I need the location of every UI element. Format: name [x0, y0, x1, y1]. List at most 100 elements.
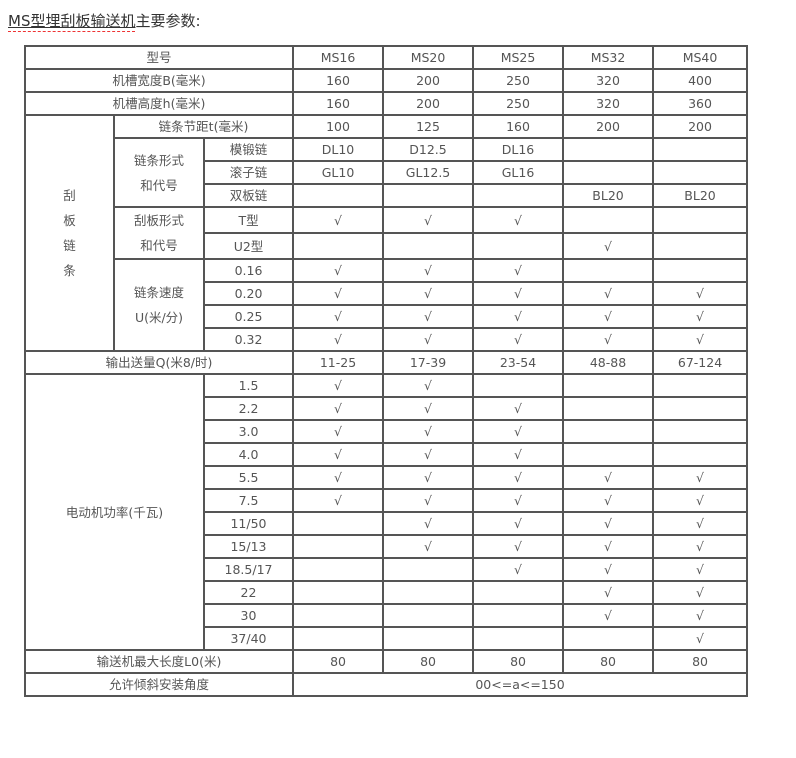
check-mark-cell: √ — [382, 281, 475, 306]
table-cell: 23-54 — [472, 350, 565, 375]
table-cell: BL20 — [562, 183, 655, 208]
table-cell: U2型 — [202, 232, 295, 260]
table-cell — [652, 206, 749, 234]
table-row: 3.0 √ √ √ — [25, 419, 749, 444]
table-cell: 11-25 — [292, 350, 385, 375]
check-mark-cell: √ — [472, 327, 565, 352]
check-mark-cell: √ — [562, 327, 655, 352]
table-cell: 67-124 — [652, 350, 749, 375]
table-cell: D12.5 — [382, 137, 475, 162]
table-cell: 250 — [472, 91, 565, 116]
table-cell: 22 — [202, 580, 295, 605]
check-mark-cell: √ — [382, 327, 475, 352]
check-mark-cell: √ — [472, 281, 565, 306]
table-cell — [562, 160, 655, 185]
table-cell — [382, 603, 475, 628]
check-mark-cell: √ — [472, 396, 565, 421]
check-mark-cell: √ — [562, 465, 655, 490]
check-mark-cell: √ — [562, 511, 655, 536]
check-mark-cell: √ — [472, 511, 565, 536]
table-cell — [562, 419, 655, 444]
check-mark-cell: √ — [382, 534, 475, 559]
table-cell — [382, 626, 475, 651]
table-row: 37/40 √ — [25, 626, 749, 651]
table-cell — [472, 373, 565, 398]
check-mark-cell: √ — [472, 258, 565, 283]
table-row: 15/13 √ √ √ √ — [25, 534, 749, 559]
check-mark-cell: √ — [382, 488, 475, 513]
check-mark-cell: √ — [472, 557, 565, 582]
table-cell — [652, 160, 749, 185]
table-row: 18.5/17 √ √ √ — [25, 557, 749, 582]
table-cell — [292, 511, 385, 536]
table-cell — [472, 603, 565, 628]
check-mark-cell: √ — [652, 603, 749, 628]
check-mark-cell: √ — [292, 396, 385, 421]
row-header-cell: 刮 板 链 条 — [24, 114, 115, 352]
table-cell: 200 — [562, 114, 655, 139]
table-cell — [382, 557, 475, 582]
table-cell — [562, 396, 655, 421]
check-mark-cell: √ — [382, 304, 475, 329]
check-mark-cell: √ — [562, 488, 655, 513]
table-row: 7.5 √ √ √ √ √ — [25, 488, 749, 513]
check-mark-cell: √ — [292, 281, 385, 306]
table-row: 0.20 √ √ √ √ √ — [25, 281, 749, 306]
table-cell — [292, 232, 385, 260]
table-cell: 80 — [472, 649, 565, 674]
table-cell: 80 — [292, 649, 385, 674]
check-mark-cell: √ — [652, 327, 749, 352]
table-cell: 18.5/17 — [202, 557, 295, 582]
table-cell — [292, 603, 385, 628]
table-row: 5.5 √ √ √ √ √ — [25, 465, 749, 490]
table-cell — [562, 137, 655, 162]
table-cell: 3.0 — [202, 419, 295, 444]
row-header-cell: 输出送量Q(米8/时) — [23, 350, 295, 375]
table-cell: GL10 — [292, 160, 385, 185]
table-cell: 48-88 — [562, 350, 655, 375]
check-mark-cell: √ — [472, 534, 565, 559]
table-row: 刮 板 链 条链条节距t(毫米) 100 125 160 200 200 — [24, 114, 749, 352]
check-mark-cell: √ — [472, 488, 565, 513]
check-mark-cell: √ — [292, 442, 385, 467]
table-cell: 1.5 — [202, 373, 295, 398]
table-row: 滚子链 GL10 GL12.5 GL16 — [25, 160, 749, 185]
table-cell: 160 — [292, 91, 385, 116]
table-row: 链条速度 U(米/分) 0.16 √ √ √ — [25, 258, 749, 352]
table-cell: 0.16 — [202, 258, 295, 283]
table-cell: 双板链 — [202, 183, 295, 208]
table-cell — [652, 442, 749, 467]
check-mark-cell: √ — [292, 206, 385, 234]
table-cell: 250 — [472, 68, 565, 93]
table-cell — [382, 580, 475, 605]
check-mark-cell: √ — [292, 419, 385, 444]
table-cell — [652, 258, 749, 283]
table-cell — [382, 232, 475, 260]
table-cell: MS25 — [472, 45, 565, 70]
table-cell — [472, 232, 565, 260]
table-cell — [652, 373, 749, 398]
row-header-cell: 型号 — [23, 45, 295, 70]
check-mark-cell: √ — [562, 232, 655, 260]
table-cell: 7.5 — [202, 488, 295, 513]
table-cell: MS20 — [382, 45, 475, 70]
table-cell: 17-39 — [382, 350, 475, 375]
table-cell — [652, 232, 749, 260]
table-cell — [292, 626, 385, 651]
check-mark-cell: √ — [382, 419, 475, 444]
check-mark-cell: √ — [472, 465, 565, 490]
check-mark-cell: √ — [652, 534, 749, 559]
check-mark-cell: √ — [382, 511, 475, 536]
table-cell: 200 — [652, 114, 749, 139]
table-cell — [292, 580, 385, 605]
check-mark-cell: √ — [562, 603, 655, 628]
table-cell — [562, 442, 655, 467]
table-cell — [472, 626, 565, 651]
table-row: 4.0 √ √ √ — [25, 442, 749, 467]
check-mark-cell: √ — [382, 206, 475, 234]
row-header-cell: 链条速度 U(米/分) — [113, 258, 205, 352]
table-cell — [652, 419, 749, 444]
check-mark-cell: √ — [382, 465, 475, 490]
table-cell: GL12.5 — [382, 160, 475, 185]
row-header-cell: 刮板形式 和代号 — [113, 206, 205, 260]
